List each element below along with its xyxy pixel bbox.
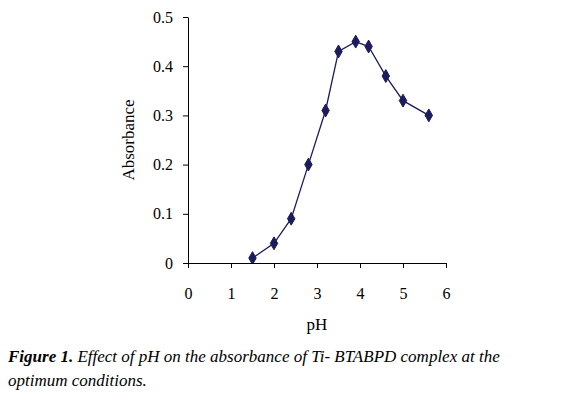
y-tick-mark — [183, 66, 188, 67]
data-point — [335, 45, 342, 58]
data-point — [425, 109, 432, 122]
y-tick-mark — [183, 214, 188, 215]
caption-label: Figure 1. — [8, 347, 73, 366]
y-tick-label: 0.1 — [153, 205, 173, 222]
x-tick-mark — [317, 263, 318, 268]
data-line — [253, 42, 429, 258]
y-tick: 0.2 — [153, 156, 188, 173]
x-tick-label: 2 — [271, 285, 279, 302]
x-tick: 2 — [271, 263, 279, 302]
y-tick-mark — [183, 115, 188, 116]
x-tick-label: 6 — [443, 285, 451, 302]
data-point — [365, 40, 372, 53]
x-tick-label: 3 — [314, 285, 322, 302]
data-point — [382, 70, 389, 83]
x-tick-label: 0 — [185, 285, 193, 302]
x-tick: 0 — [185, 263, 193, 302]
x-tick-mark — [403, 263, 404, 268]
y-axis-title: Absorbance — [119, 99, 138, 180]
x-tick: 3 — [314, 263, 322, 302]
y-tick-label: 0.3 — [153, 107, 173, 124]
x-tick-label: 4 — [357, 285, 365, 302]
data-point — [249, 252, 256, 263]
y-tick-label: 0.5 — [153, 9, 173, 26]
data-point — [287, 212, 294, 225]
y-tick: 0 — [165, 255, 188, 272]
y-tick: 0.4 — [153, 58, 188, 75]
x-tick: 4 — [357, 263, 365, 302]
data-point — [352, 35, 359, 48]
data-point — [305, 158, 312, 171]
x-axis: 0 1 2 3 4 5 6 — [185, 263, 451, 302]
y-tick-mark — [183, 263, 188, 264]
y-tick-label: 0.4 — [153, 58, 173, 75]
x-tick: 6 — [443, 263, 451, 302]
y-tick-label: 0 — [165, 255, 173, 272]
x-tick-mark — [188, 263, 189, 268]
y-tick: 0.5 — [153, 9, 188, 26]
data-point — [322, 104, 329, 117]
data-point — [399, 94, 406, 107]
plot-area — [249, 35, 433, 263]
y-tick-mark — [183, 165, 188, 166]
y-tick-mark — [183, 17, 188, 18]
y-tick: 0.3 — [153, 107, 188, 124]
x-axis-title: pH — [307, 315, 328, 334]
caption-text: Effect of pH on the absorbance of Ti- BT… — [8, 347, 500, 390]
y-axis-line — [188, 18, 189, 264]
x-tick-mark — [360, 263, 361, 268]
x-tick-mark — [446, 263, 447, 268]
x-tick-mark — [231, 263, 232, 268]
data-point — [270, 237, 277, 250]
x-tick: 5 — [400, 263, 408, 302]
y-tick-label: 0.2 — [153, 156, 173, 173]
y-axis: 0 0.1 0.2 0.3 0.4 0.5 — [153, 9, 189, 272]
x-tick-label: 5 — [400, 285, 408, 302]
caption: Figure 1. Effect of pH on the absorbance… — [8, 345, 563, 393]
x-tick-label: 1 — [228, 285, 236, 302]
y-tick: 0.1 — [153, 205, 188, 222]
x-tick: 1 — [228, 263, 236, 302]
x-tick-mark — [274, 263, 275, 268]
